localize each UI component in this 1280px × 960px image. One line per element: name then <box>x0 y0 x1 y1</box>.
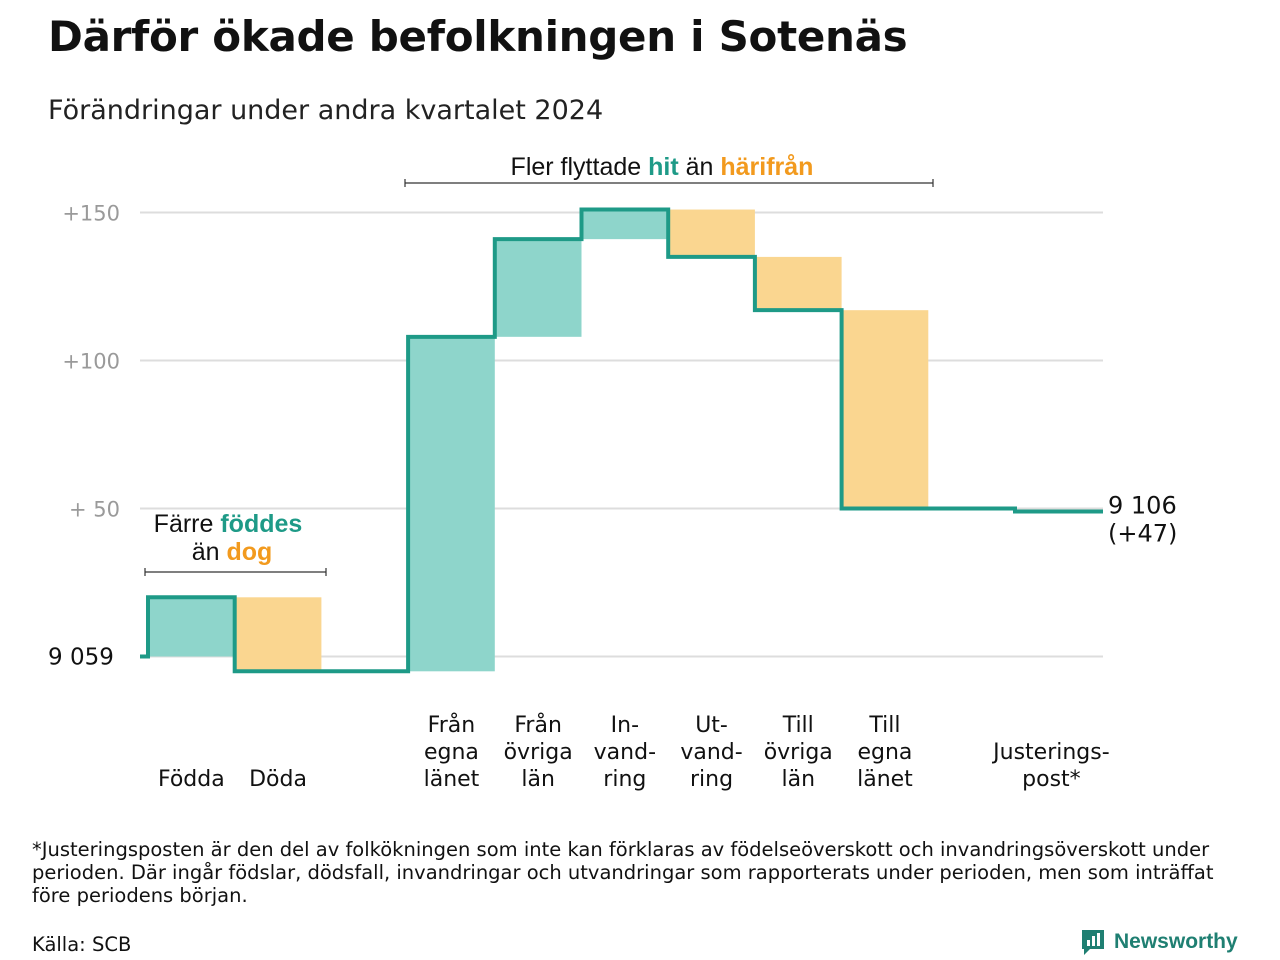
waterfall-bar <box>408 336 495 672</box>
source-label: Källa: SCB <box>32 933 132 956</box>
annotation-part: härifrån <box>720 153 813 181</box>
category-label: post* <box>1022 767 1081 792</box>
category-label: egna <box>857 740 912 765</box>
category-label: länet <box>857 767 913 792</box>
category-label: ring <box>603 767 646 792</box>
annotation-birth-death-line2: än dog <box>192 538 273 566</box>
category-label: Till <box>782 713 814 738</box>
chart-subtitle: Förändringar under andra kvartalet 2024 <box>48 95 604 126</box>
brand-name: Newsworthy <box>1114 930 1238 953</box>
waterfall-bar <box>668 209 755 257</box>
category-label: Döda <box>249 767 307 792</box>
category-label: övriga <box>764 740 833 765</box>
category-label: vand- <box>680 740 742 765</box>
end-value-label: 9 106 <box>1108 491 1177 519</box>
waterfall-bar <box>841 310 929 509</box>
chart-title: Därför ökade befolkningen i Sotenäs <box>48 12 908 61</box>
annotation-part: dog <box>226 538 272 566</box>
category-label: Från <box>514 712 562 738</box>
waterfall-bar <box>754 256 842 311</box>
category-label: Födda <box>158 767 225 792</box>
category-label: länet <box>424 767 480 792</box>
waterfall-bar <box>234 597 322 672</box>
waterfall-bar <box>494 239 582 337</box>
annotation-part: hit <box>648 153 679 181</box>
waterfall-bar <box>148 597 235 657</box>
category-label: län <box>781 767 815 792</box>
annotation-part: än <box>192 538 227 566</box>
annotation-part: än <box>679 153 721 181</box>
waterfall-bar <box>581 209 669 240</box>
y-tick-label: +100 <box>62 350 120 374</box>
category-label: övriga <box>504 740 573 765</box>
category-label: Till <box>868 713 900 738</box>
end-change-label: (+47) <box>1108 519 1177 547</box>
y-tick-label: 9 059 <box>48 645 114 671</box>
newsworthy-logo-icon <box>1082 930 1104 955</box>
step-line-path <box>140 207 1103 674</box>
category-label: län <box>521 767 555 792</box>
category-label: vand- <box>594 740 656 765</box>
gridlines <box>140 211 1103 658</box>
annotation-part: föddes <box>220 510 302 538</box>
annotation-migration: Fler flyttade hit än härifrån <box>511 153 814 181</box>
category-label: In- <box>611 713 639 738</box>
category-label: Ut- <box>695 713 728 738</box>
category-label: Från <box>428 712 476 738</box>
y-tick-label: +150 <box>62 202 120 226</box>
annotation-part: Färre <box>154 510 221 538</box>
brand-logo: Newsworthy <box>1080 928 1238 956</box>
step-line <box>140 207 1103 674</box>
annotation-birth-death-line1: Färre föddes <box>154 510 303 538</box>
footnote: *Justeringsposten är den del av folkökni… <box>32 838 1214 907</box>
category-label: egna <box>424 740 479 765</box>
y-tick-label: + 50 <box>69 498 120 522</box>
annotation-part: Fler flyttade <box>511 153 649 181</box>
bars <box>148 209 929 672</box>
category-label: Justerings- <box>991 740 1110 765</box>
category-label: ring <box>690 767 733 792</box>
